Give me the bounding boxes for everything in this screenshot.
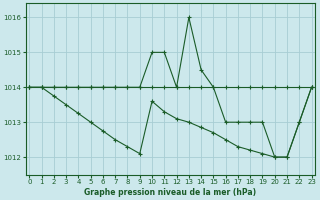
X-axis label: Graphe pression niveau de la mer (hPa): Graphe pression niveau de la mer (hPa) bbox=[84, 188, 257, 197]
